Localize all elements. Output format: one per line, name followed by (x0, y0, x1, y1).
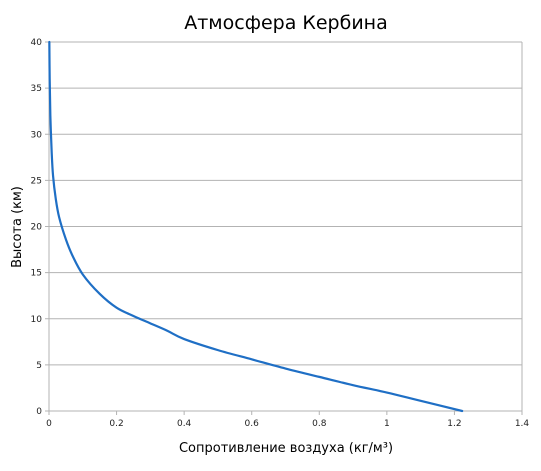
y-tick-label: 30 (31, 130, 43, 140)
series-line (48, 40, 464, 413)
y-tick-label: 25 (31, 176, 42, 186)
y-tick-label: 40 (31, 38, 43, 48)
axes (45, 41, 523, 415)
y-tick-label: 35 (31, 84, 42, 94)
chart-title: Атмосфера Кербина (184, 12, 388, 34)
x-tick-label: 0.6 (245, 419, 260, 429)
gridlines (49, 41, 523, 411)
x-tick-label: 1 (384, 419, 390, 429)
x-tick-label: 0.4 (177, 419, 192, 429)
y-axis-label: Высота (км) (10, 186, 25, 268)
y-tick-label: 20 (31, 223, 43, 233)
x-tick-label: 0.2 (109, 419, 123, 429)
y-tick-label: 5 (36, 361, 42, 371)
y-tick-label: 15 (31, 269, 42, 279)
x-tick-label: 0 (46, 419, 52, 429)
x-tick-label: 1.4 (515, 419, 530, 429)
y-tick-label: 0 (36, 407, 42, 417)
x-tick-label: 0.8 (312, 419, 327, 429)
y-tick-labels: 0 5 10 15 20 25 30 35 40 (31, 38, 43, 417)
x-axis-label: Сопротивление воздуха (кг/м³) (179, 441, 393, 456)
x-tick-label: 1.2 (447, 419, 461, 429)
x-tick-labels: 0 0.2 0.4 0.6 0.8 1 1.2 1.4 (46, 419, 529, 429)
y-tick-label: 10 (31, 315, 43, 325)
